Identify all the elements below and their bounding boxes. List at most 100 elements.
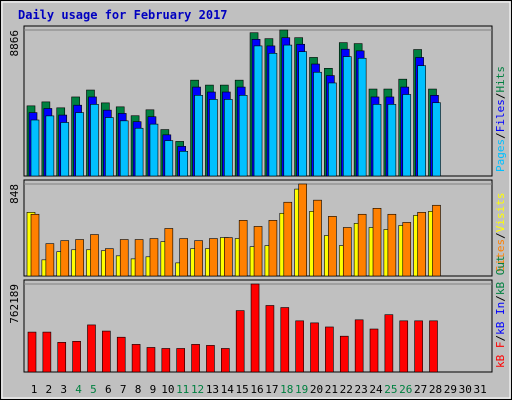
legend-separator: / xyxy=(494,335,507,342)
x-tick-label: 20 xyxy=(310,383,323,396)
y-tick-label: 762189 xyxy=(8,284,21,324)
legend: kB F/kB In/kB Out xyxy=(494,255,507,368)
x-tick-label: 5 xyxy=(90,383,97,396)
x-tick-label: 24 xyxy=(369,383,383,396)
bar xyxy=(224,237,233,277)
bar xyxy=(238,220,248,277)
bar xyxy=(72,341,81,373)
legend-entry: Sites xyxy=(494,239,507,272)
x-tick-label: 18 xyxy=(280,383,293,396)
bar xyxy=(250,283,260,373)
bar xyxy=(235,310,245,373)
bar xyxy=(27,331,37,373)
bar xyxy=(253,226,263,277)
bar xyxy=(42,331,52,373)
bar xyxy=(75,239,84,277)
x-tick-label: 13 xyxy=(206,383,219,396)
bar xyxy=(164,140,174,177)
bar xyxy=(224,99,233,177)
x-tick-label: 16 xyxy=(250,383,263,396)
legend-separator: / xyxy=(494,93,507,100)
bar xyxy=(45,243,55,277)
x-tick-label: 19 xyxy=(295,383,308,396)
x-tick-label: 21 xyxy=(325,383,338,396)
bar xyxy=(369,328,379,373)
legend-entry: kB In xyxy=(494,302,507,335)
legend-separator: / xyxy=(494,232,507,239)
bar xyxy=(30,213,40,277)
bar xyxy=(283,44,293,177)
x-tick-label: 23 xyxy=(355,383,368,396)
x-tick-label: 29 xyxy=(444,383,457,396)
bar xyxy=(354,319,364,373)
bar xyxy=(164,228,174,277)
bar xyxy=(149,123,159,177)
bar xyxy=(283,201,293,277)
bar xyxy=(399,320,409,373)
bar xyxy=(357,57,367,177)
bar xyxy=(414,320,423,373)
bar xyxy=(268,53,278,177)
x-tick-label: 26 xyxy=(399,383,412,396)
x-tick-label: 25 xyxy=(384,383,397,396)
bar xyxy=(328,82,337,177)
bar xyxy=(161,348,171,373)
bar xyxy=(119,239,129,277)
bar xyxy=(45,115,55,177)
bar xyxy=(238,95,248,177)
bar xyxy=(30,119,40,177)
bar xyxy=(209,238,218,277)
bar xyxy=(339,335,349,373)
bar xyxy=(131,344,141,373)
bar xyxy=(209,99,218,177)
x-tick-label: 7 xyxy=(120,383,127,396)
bar xyxy=(384,314,394,373)
bar xyxy=(87,324,96,373)
bar xyxy=(298,183,307,277)
bar xyxy=(179,238,188,277)
bar xyxy=(105,248,114,277)
bar xyxy=(116,336,126,373)
bar xyxy=(432,204,441,277)
bar xyxy=(176,348,185,373)
bar xyxy=(432,102,441,177)
bar xyxy=(102,330,111,373)
bar xyxy=(313,199,322,277)
bar xyxy=(313,71,322,177)
x-tick-label: 31 xyxy=(473,383,486,396)
bar xyxy=(194,240,203,277)
bar xyxy=(253,45,263,177)
legend-entry: Hits xyxy=(494,66,507,93)
y-tick-label: 8866 xyxy=(8,30,21,57)
bar xyxy=(328,216,337,277)
x-tick-label: 4 xyxy=(75,383,82,396)
legend-entry: kB F xyxy=(494,342,507,369)
bar xyxy=(206,345,215,373)
x-tick-label: 15 xyxy=(236,383,249,396)
bar xyxy=(325,326,334,373)
bar xyxy=(298,51,307,177)
bar xyxy=(357,213,367,277)
bar xyxy=(387,104,397,177)
bar xyxy=(402,222,412,277)
x-tick-label: 12 xyxy=(191,383,204,396)
bar xyxy=(372,104,382,177)
bar xyxy=(310,322,319,373)
bar xyxy=(60,240,70,277)
bar xyxy=(179,150,188,177)
x-tick-label: 27 xyxy=(414,383,427,396)
bar xyxy=(149,238,159,277)
bar xyxy=(57,342,67,373)
bar xyxy=(402,94,412,177)
y-tick-label: 848 xyxy=(8,184,21,204)
bar xyxy=(372,208,382,277)
bar xyxy=(90,234,99,277)
x-tick-label: 3 xyxy=(60,383,67,396)
bar xyxy=(119,120,129,177)
x-tick-label: 28 xyxy=(429,383,442,396)
legend-entry: kB Out xyxy=(494,255,507,295)
x-tick-label: 1 xyxy=(31,383,38,396)
x-tick-label: 30 xyxy=(459,383,472,396)
x-tick-label: 17 xyxy=(265,383,278,396)
